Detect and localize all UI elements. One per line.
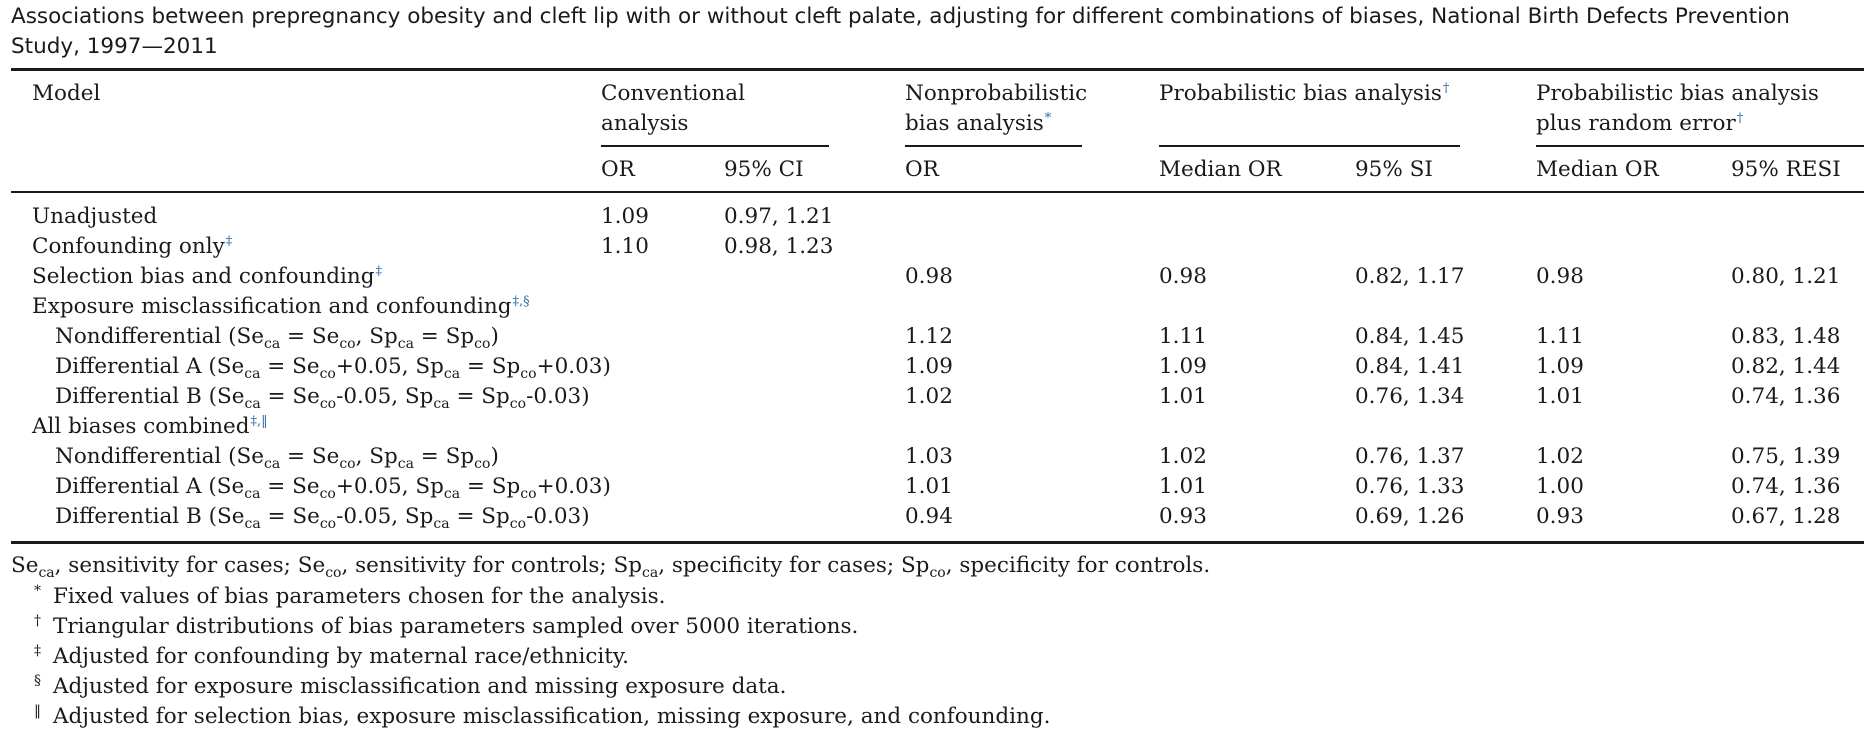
cell-pb-si: 0.69, 1.26 <box>1355 504 1465 529</box>
cell-pb-med: 1.09 <box>1159 354 1207 379</box>
row-label: Selection bias and confounding‡ <box>32 264 383 289</box>
subheader-pr-resi: 95% RESI <box>1731 157 1841 182</box>
footnote-mark: ‡,§ <box>512 294 530 309</box>
cell-np-or: 1.02 <box>905 384 953 409</box>
header-nonprob-1: Nonprobabilistic <box>905 81 1088 106</box>
row-label: Differential B (Seca = Seco-0.05, Spca =… <box>55 504 590 532</box>
row-label: All biases combined‡,‖ <box>32 414 268 439</box>
footnote-text: Fixed values of bias parameters chosen f… <box>53 584 666 609</box>
header-prob: Probabilistic bias analysis† <box>1159 81 1450 106</box>
footnote-text: Adjusted for confounding by maternal rac… <box>53 644 630 669</box>
group-rule-prob <box>1159 145 1460 147</box>
header-bottom-rule <box>11 191 1864 193</box>
cell-conv-or: 1.10 <box>601 234 649 259</box>
header-nonprob-footnote-mark: * <box>1044 111 1052 126</box>
cell-np-or: 0.98 <box>905 264 953 289</box>
subheader-pb-si: 95% SI <box>1355 157 1433 182</box>
group-rule-conventional <box>601 145 829 147</box>
table-top-rule <box>11 68 1864 71</box>
cell-pb-med: 0.98 <box>1159 264 1207 289</box>
cell-pr-resi: 0.82, 1.44 <box>1731 354 1841 379</box>
row-label: Exposure misclassification and confoundi… <box>32 294 530 319</box>
footnote-symbol: * <box>34 583 41 599</box>
cell-pb-med: 1.11 <box>1159 324 1207 349</box>
cell-np-or: 1.03 <box>905 444 953 469</box>
row-label: Nondifferential (Seca = Seco, Spca = Spc… <box>55 324 499 352</box>
header-conventional-1: Conventional <box>601 81 745 106</box>
row-label: Unadjusted <box>32 204 158 229</box>
footnote-mark: ‡,‖ <box>250 414 268 429</box>
footnote-mark: ‡ <box>225 234 233 249</box>
footnote-mark: ‡ <box>375 264 383 279</box>
row-label: Nondifferential (Seca = Seco, Spca = Spc… <box>55 444 499 472</box>
cell-pb-med: 1.01 <box>1159 384 1207 409</box>
cell-pr-resi: 0.74, 1.36 <box>1731 474 1841 499</box>
cell-pb-med: 1.02 <box>1159 444 1207 469</box>
header-conventional-2: analysis <box>601 111 689 136</box>
subheader-conv-or: OR <box>601 157 635 182</box>
cell-pr-resi: 0.67, 1.28 <box>1731 504 1841 529</box>
group-rule-probre <box>1536 145 1864 147</box>
subheader-np-or: OR <box>905 157 939 182</box>
cell-pb-si: 0.76, 1.34 <box>1355 384 1465 409</box>
table-bottom-rule <box>11 541 1864 544</box>
row-label: Differential A (Seca = Seco+0.05, Spca =… <box>55 354 611 382</box>
table-caption: Associations between prepregnancy obesit… <box>11 4 1790 59</box>
header-nonprob-2: bias analysis* <box>905 111 1052 136</box>
subheader-pr-median: Median OR <box>1536 157 1659 182</box>
row-label: Differential A (Seca = Seco+0.05, Spca =… <box>55 474 611 502</box>
cell-pb-si: 0.76, 1.33 <box>1355 474 1465 499</box>
cell-pr-med: 1.02 <box>1536 444 1584 469</box>
row-label: Confounding only‡ <box>32 234 233 259</box>
cell-pb-si: 0.76, 1.37 <box>1355 444 1465 469</box>
footnote-symbol: † <box>34 613 41 629</box>
cell-pb-med: 0.93 <box>1159 504 1207 529</box>
header-probre-1: Probabilistic bias analysis <box>1536 81 1819 106</box>
subheader-pb-median: Median OR <box>1159 157 1282 182</box>
cell-conv-ci: 0.98, 1.23 <box>724 234 834 259</box>
cell-pr-med: 1.01 <box>1536 384 1584 409</box>
group-rule-nonprob <box>905 145 1082 147</box>
footnote-text: Adjusted for selection bias, exposure mi… <box>53 704 1051 729</box>
cell-np-or: 0.94 <box>905 504 953 529</box>
cell-pr-med: 1.09 <box>1536 354 1584 379</box>
cell-pr-resi: 0.75, 1.39 <box>1731 444 1841 469</box>
header-prob-footnote-mark: † <box>1442 81 1450 96</box>
cell-pr-resi: 0.80, 1.21 <box>1731 264 1841 289</box>
footnote-symbol: ‖ <box>34 703 41 719</box>
cell-np-or: 1.12 <box>905 324 953 349</box>
cell-pb-si: 0.82, 1.17 <box>1355 264 1465 289</box>
cell-pr-resi: 0.74, 1.36 <box>1731 384 1841 409</box>
cell-pr-med: 1.11 <box>1536 324 1584 349</box>
cell-pr-med: 1.00 <box>1536 474 1584 499</box>
footnote-symbol: ‡ <box>34 643 41 659</box>
cell-np-or: 1.09 <box>905 354 953 379</box>
footnote-text: Adjusted for exposure misclassification … <box>53 674 787 699</box>
row-label: Differential B (Seca = Seco-0.05, Spca =… <box>55 384 590 412</box>
cell-pb-si: 0.84, 1.45 <box>1355 324 1465 349</box>
cell-pr-med: 0.93 <box>1536 504 1584 529</box>
header-probre-2: plus random error† <box>1536 111 1744 136</box>
cell-pb-med: 1.01 <box>1159 474 1207 499</box>
footnote-symbol: § <box>34 673 41 689</box>
cell-pr-med: 0.98 <box>1536 264 1584 289</box>
header-probre-footnote-mark: † <box>1736 111 1744 126</box>
cell-pr-resi: 0.83, 1.48 <box>1731 324 1841 349</box>
cell-pb-si: 0.84, 1.41 <box>1355 354 1465 379</box>
footnote-text: Triangular distributions of bias paramet… <box>53 614 859 639</box>
cell-conv-ci: 0.97, 1.21 <box>724 204 834 229</box>
subheader-conv-ci: 95% CI <box>724 157 804 182</box>
footnote-abbreviations: Seca, sensitivity for cases; Seco, sensi… <box>11 553 1211 581</box>
cell-conv-or: 1.09 <box>601 204 649 229</box>
header-model: Model <box>32 81 101 106</box>
cell-np-or: 1.01 <box>905 474 953 499</box>
